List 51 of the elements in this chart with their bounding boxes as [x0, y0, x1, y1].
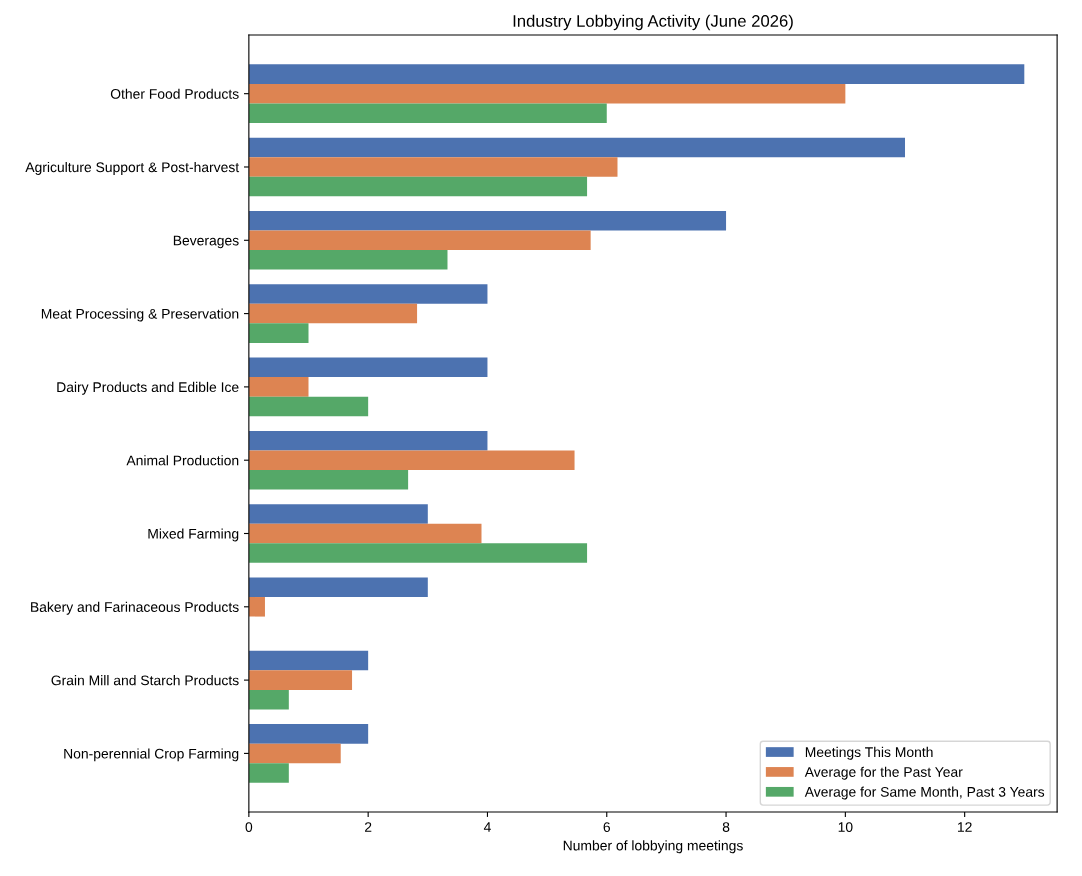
x-tick-label: 6: [603, 822, 611, 832]
bar: [248, 450, 575, 470]
bar: [248, 724, 369, 744]
y-tick-label: Animal Production: [126, 455, 239, 466]
y-tick-label: Mixed Farming: [148, 528, 239, 542]
x-tick-label: 2: [365, 822, 372, 832]
legend-label: Meetings This Month: [805, 746, 933, 760]
bar: [248, 137, 906, 158]
bar: [248, 396, 369, 417]
bar: [248, 430, 488, 451]
bar: [248, 357, 488, 378]
bar: [248, 377, 309, 397]
bar: [248, 670, 353, 690]
bar: [248, 64, 1025, 84]
x-tick-label: 10: [838, 822, 853, 832]
y-tick-label: Dairy Products and Edible Ice: [57, 381, 239, 395]
y-tick-label: Other Food Products: [110, 88, 239, 99]
bar: [248, 230, 591, 251]
y-tick-label: Grain Mill and Starch Products: [51, 675, 239, 686]
bar: [248, 577, 428, 598]
bar: [248, 157, 618, 177]
x-tick-label: 4: [483, 822, 491, 832]
bar: [248, 284, 488, 304]
bar: [248, 83, 846, 104]
x-tick-label: 12: [957, 822, 972, 832]
bar: [248, 303, 418, 324]
y-tick-label: Agriculture Support & Post-harvest: [25, 161, 240, 175]
chart-title: Industry Lobbying Activity (June 2026): [513, 14, 793, 31]
x-tick-label: 0: [245, 822, 253, 832]
bar: [248, 523, 482, 544]
bar: [248, 763, 289, 783]
bar: [248, 176, 588, 197]
y-tick-label: Meat Processing & Preservation: [41, 308, 239, 322]
bar: [248, 597, 265, 617]
bar: [248, 504, 428, 524]
x-tick-label: 8: [722, 822, 730, 832]
bar: [248, 543, 588, 563]
bar: [248, 210, 727, 231]
bar: [248, 469, 409, 490]
legend-label: Average for the Past Year: [804, 766, 963, 780]
bar: [248, 650, 369, 671]
legend-label: Average for Same Month, Past 3 Years: [804, 786, 1045, 800]
y-tick-label: Bakery and Farinaceous Products: [31, 601, 239, 615]
bar: [248, 103, 607, 123]
y-tick-label: Beverages: [173, 235, 239, 249]
y-tick-label: Non-perennial Crop Farming: [64, 748, 239, 762]
bar: [248, 250, 448, 270]
bar: [248, 743, 341, 764]
bar: [248, 323, 309, 343]
x-axis-title: Number of lobbying meetings: [563, 840, 743, 854]
bar: [248, 689, 289, 710]
